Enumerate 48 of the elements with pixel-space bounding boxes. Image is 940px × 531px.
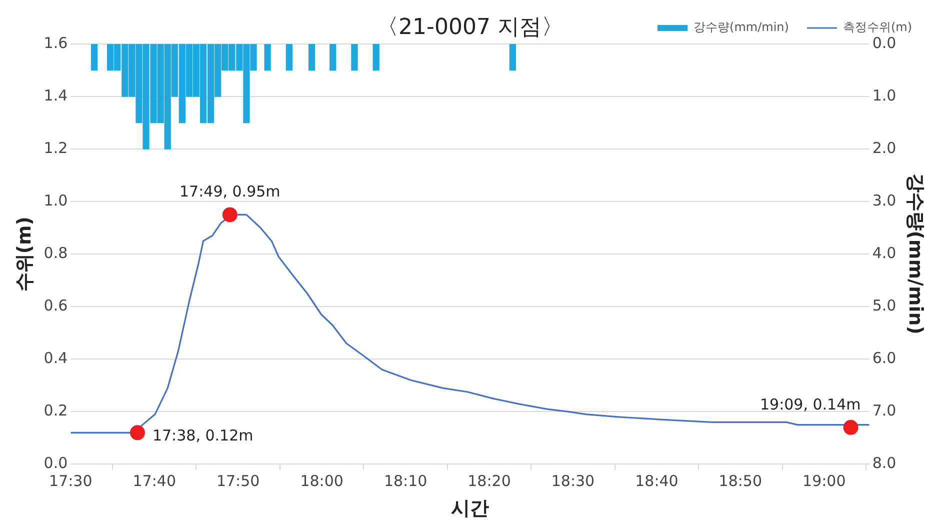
y2-tick-label: 5.0 [872, 296, 896, 315]
bar [90, 44, 98, 71]
point [222, 207, 238, 222]
y-axis-title: 수위(m) [13, 216, 36, 292]
point [130, 425, 145, 440]
annotation: 17:49, 0.95m [180, 182, 280, 201]
y-tick-label: 0.0 [44, 454, 68, 472]
bar [286, 44, 292, 71]
y-tick-label: 0.4 [44, 349, 68, 368]
bar [330, 44, 336, 71]
y-tick-label: 0.8 [44, 244, 68, 262]
y-tick-label: 0.6 [44, 296, 68, 315]
y-tick-label: 1.6 [44, 34, 68, 52]
x-tick-label: 18:10 [384, 472, 428, 490]
x-tick-label: 18:20 [468, 472, 511, 490]
bar [372, 44, 380, 71]
x-tick-label: 17:30 [49, 472, 92, 490]
annotation: 19:09, 0.14m [760, 395, 861, 414]
annotation: 17:38, 0.12m [152, 426, 254, 445]
y2-tick-label: 8.0 [872, 454, 896, 472]
y2-tick-label: 3.0 [872, 191, 896, 210]
y2-tick-label: 7.0 [872, 402, 896, 420]
x-tick-label: 18:00 [300, 472, 344, 490]
y-tick-label: 1.4 [44, 86, 68, 104]
y-tick-label: 1.0 [44, 191, 68, 210]
bar [264, 44, 271, 71]
y2-tick-label: 6.0 [872, 349, 896, 368]
x-tick-label: 18:50 [718, 472, 762, 490]
bar [351, 44, 358, 71]
y-tick-label: 1.2 [44, 138, 68, 157]
y2-axis-title: 강수량(mm/min) [904, 174, 927, 334]
legend-label: 강수량(mm/min) [694, 20, 789, 34]
y2-tick-label: 4.0 [872, 244, 896, 262]
legend-label: 측정수위(m) [842, 20, 912, 34]
chart-title: 〈21-0007 지점〉 [376, 15, 564, 40]
y-tick-label: 0.2 [44, 402, 68, 420]
x-tick-label: 19:00 [802, 472, 846, 490]
x-tick-label: 17:40 [132, 472, 176, 490]
x-axis-title: 시간 [451, 498, 489, 520]
y2-tick-label: 0.0 [872, 34, 896, 52]
y2-tick-label: 1.0 [872, 86, 896, 104]
x-tick-label: 17:50 [216, 472, 260, 490]
x-tick-label: 18:30 [551, 472, 595, 490]
y2-tick-label: 2.0 [872, 138, 896, 157]
x-tick-label: 18:40 [635, 472, 678, 490]
point [843, 420, 858, 435]
bar [509, 44, 516, 71]
bar [308, 44, 316, 71]
